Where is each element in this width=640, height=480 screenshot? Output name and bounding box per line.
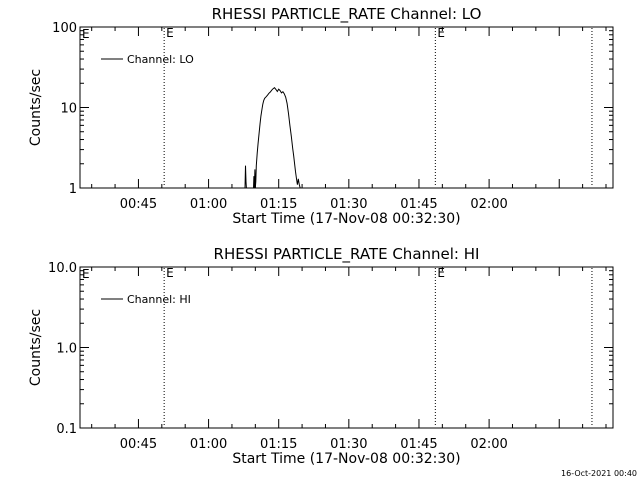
y-tick-label: 100 (52, 21, 77, 36)
y-axis-label: Counts/sec (28, 69, 44, 146)
plot-frame (79, 26, 614, 189)
legend-label: Channel: LO (127, 53, 194, 66)
x-tick-label: 00:45 (120, 197, 157, 212)
x-tick-label: 01:15 (260, 437, 297, 452)
y-tick-label: 1 (69, 182, 77, 197)
event-marker-label: E (437, 266, 445, 280)
x-tick-label: 01:00 (190, 197, 227, 212)
plot-frame (79, 266, 614, 429)
chart-panel-1: RHESSI PARTICLE_RATE Channel: LO 1 10 100 00… (28, 5, 614, 227)
x-axis-label: Start Time (17-Nov-08 00:32:30) (232, 211, 460, 227)
x-tick-label: 02:00 (470, 437, 507, 452)
x-tick-label: 01:30 (330, 197, 367, 212)
y-tick-label: 0.1 (56, 422, 77, 437)
event-marker-label: E (437, 26, 445, 40)
y-axis-label: Counts/sec (28, 309, 44, 386)
chart-title: RHESSI PARTICLE_RATE Channel: LO (212, 5, 482, 24)
event-marker-label: E (166, 26, 174, 40)
footer-timestamp: 16-Oct-2021 00:40 (561, 469, 637, 478)
x-tick-label: 02:00 (470, 197, 507, 212)
chart-panel-2: RHESSI PARTICLE_RATE Channel: HI 0.1 1.0 10… (28, 245, 614, 467)
legend-label: Channel: HI (127, 293, 191, 306)
y-tick-label: 1.0 (56, 342, 77, 357)
x-tick-label: 01:30 (330, 437, 367, 452)
x-tick-label: 01:15 (260, 197, 297, 212)
chart-title: RHESSI PARTICLE_RATE Channel: HI (214, 245, 480, 264)
x-tick-label: 01:45 (400, 437, 437, 452)
edge-event-label: E (82, 267, 90, 281)
event-marker-label: E (166, 266, 174, 280)
x-tick-label: 00:45 (120, 437, 157, 452)
x-axis-label: Start Time (17-Nov-08 00:32:30) (232, 451, 460, 467)
y-tick-label: 10 (60, 102, 77, 117)
series-line (244, 87, 301, 189)
x-tick-label: 01:45 (400, 197, 437, 212)
y-tick-label: 10.0 (48, 261, 77, 276)
edge-event-label: E (82, 27, 90, 41)
x-tick-label: 01:00 (190, 437, 227, 452)
